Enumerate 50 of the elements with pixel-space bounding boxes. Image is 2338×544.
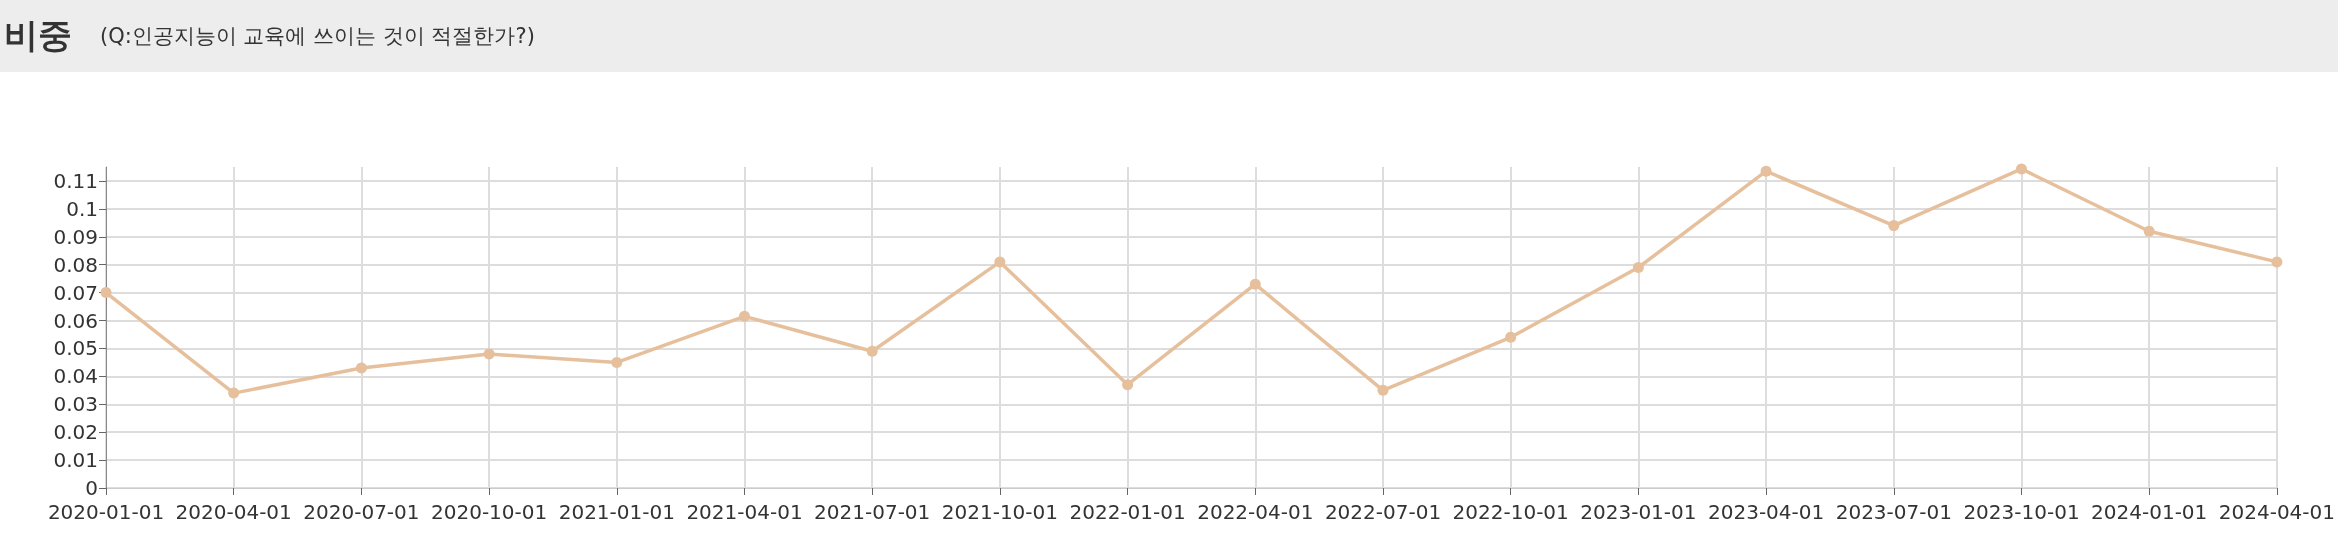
y-tick-label: 0.09 [53,224,98,249]
point [994,256,1006,268]
x-tick-label: 2023-10-01 [1963,500,2080,524]
x-tick-label: 2021-01-01 [558,500,675,524]
point [1760,165,1772,177]
y-tick-label: 0.1 [66,196,98,221]
x-tick-label: 2023-04-01 [1707,500,1825,524]
y-tick-label: 0.11 [53,168,98,193]
point [483,348,495,360]
y-tick-label: 0.07 [53,280,98,305]
y-tick-label: 0.01 [53,448,98,473]
y-tick-label: 0.02 [53,420,98,445]
y-tick-label: 0.06 [53,308,98,333]
x-tick-label: 2024-01-01 [2091,500,2208,524]
x-tick-label: 2020-04-01 [175,500,292,524]
y-tick-label: 0.05 [53,336,98,361]
x-tick-label: 2024-04-01 [2218,500,2335,524]
point [1888,220,1900,232]
x-tick-label: 2021-10-01 [941,500,1059,524]
point [1122,379,1134,391]
point [1505,331,1517,343]
point [1377,384,1389,396]
point [2143,225,2155,237]
point [1632,261,1644,273]
x-tick-label: 2020-07-01 [303,500,420,524]
chart-subtitle: (Q:인공지능이 교육에 쓰이는 것이 적절한가?) [100,23,535,50]
point [1249,278,1261,290]
x-tick-label: 2021-04-01 [686,500,803,524]
point [2271,256,2283,268]
chart-title: 비중 [4,14,72,57]
y-tick-label: 0.04 [53,364,98,389]
point [228,387,240,399]
x-tick-label: 2020-01-01 [47,500,165,524]
x-tick-label: 2022-10-01 [1452,500,1569,524]
y-tick-label: 0 [85,476,98,500]
point [866,345,878,357]
x-tick-label: 2023-07-01 [1835,500,1952,524]
x-tick-label: 2022-01-01 [1069,500,1186,524]
x-tick-label: 2020-10-01 [430,500,548,524]
y-tick-label: 0.08 [53,252,98,277]
point [355,362,367,374]
x-tick-label: 2023-01-01 [1580,500,1697,524]
x-tick-label: 2022-07-01 [1324,500,1442,524]
point [739,310,750,322]
x-tick-label: 2022-04-01 [1197,500,1314,524]
point [100,287,112,299]
x-tick-label: 2021-07-01 [814,500,931,524]
y-tick-label: 0.03 [53,392,98,417]
point [611,356,623,368]
point [2016,163,2027,175]
